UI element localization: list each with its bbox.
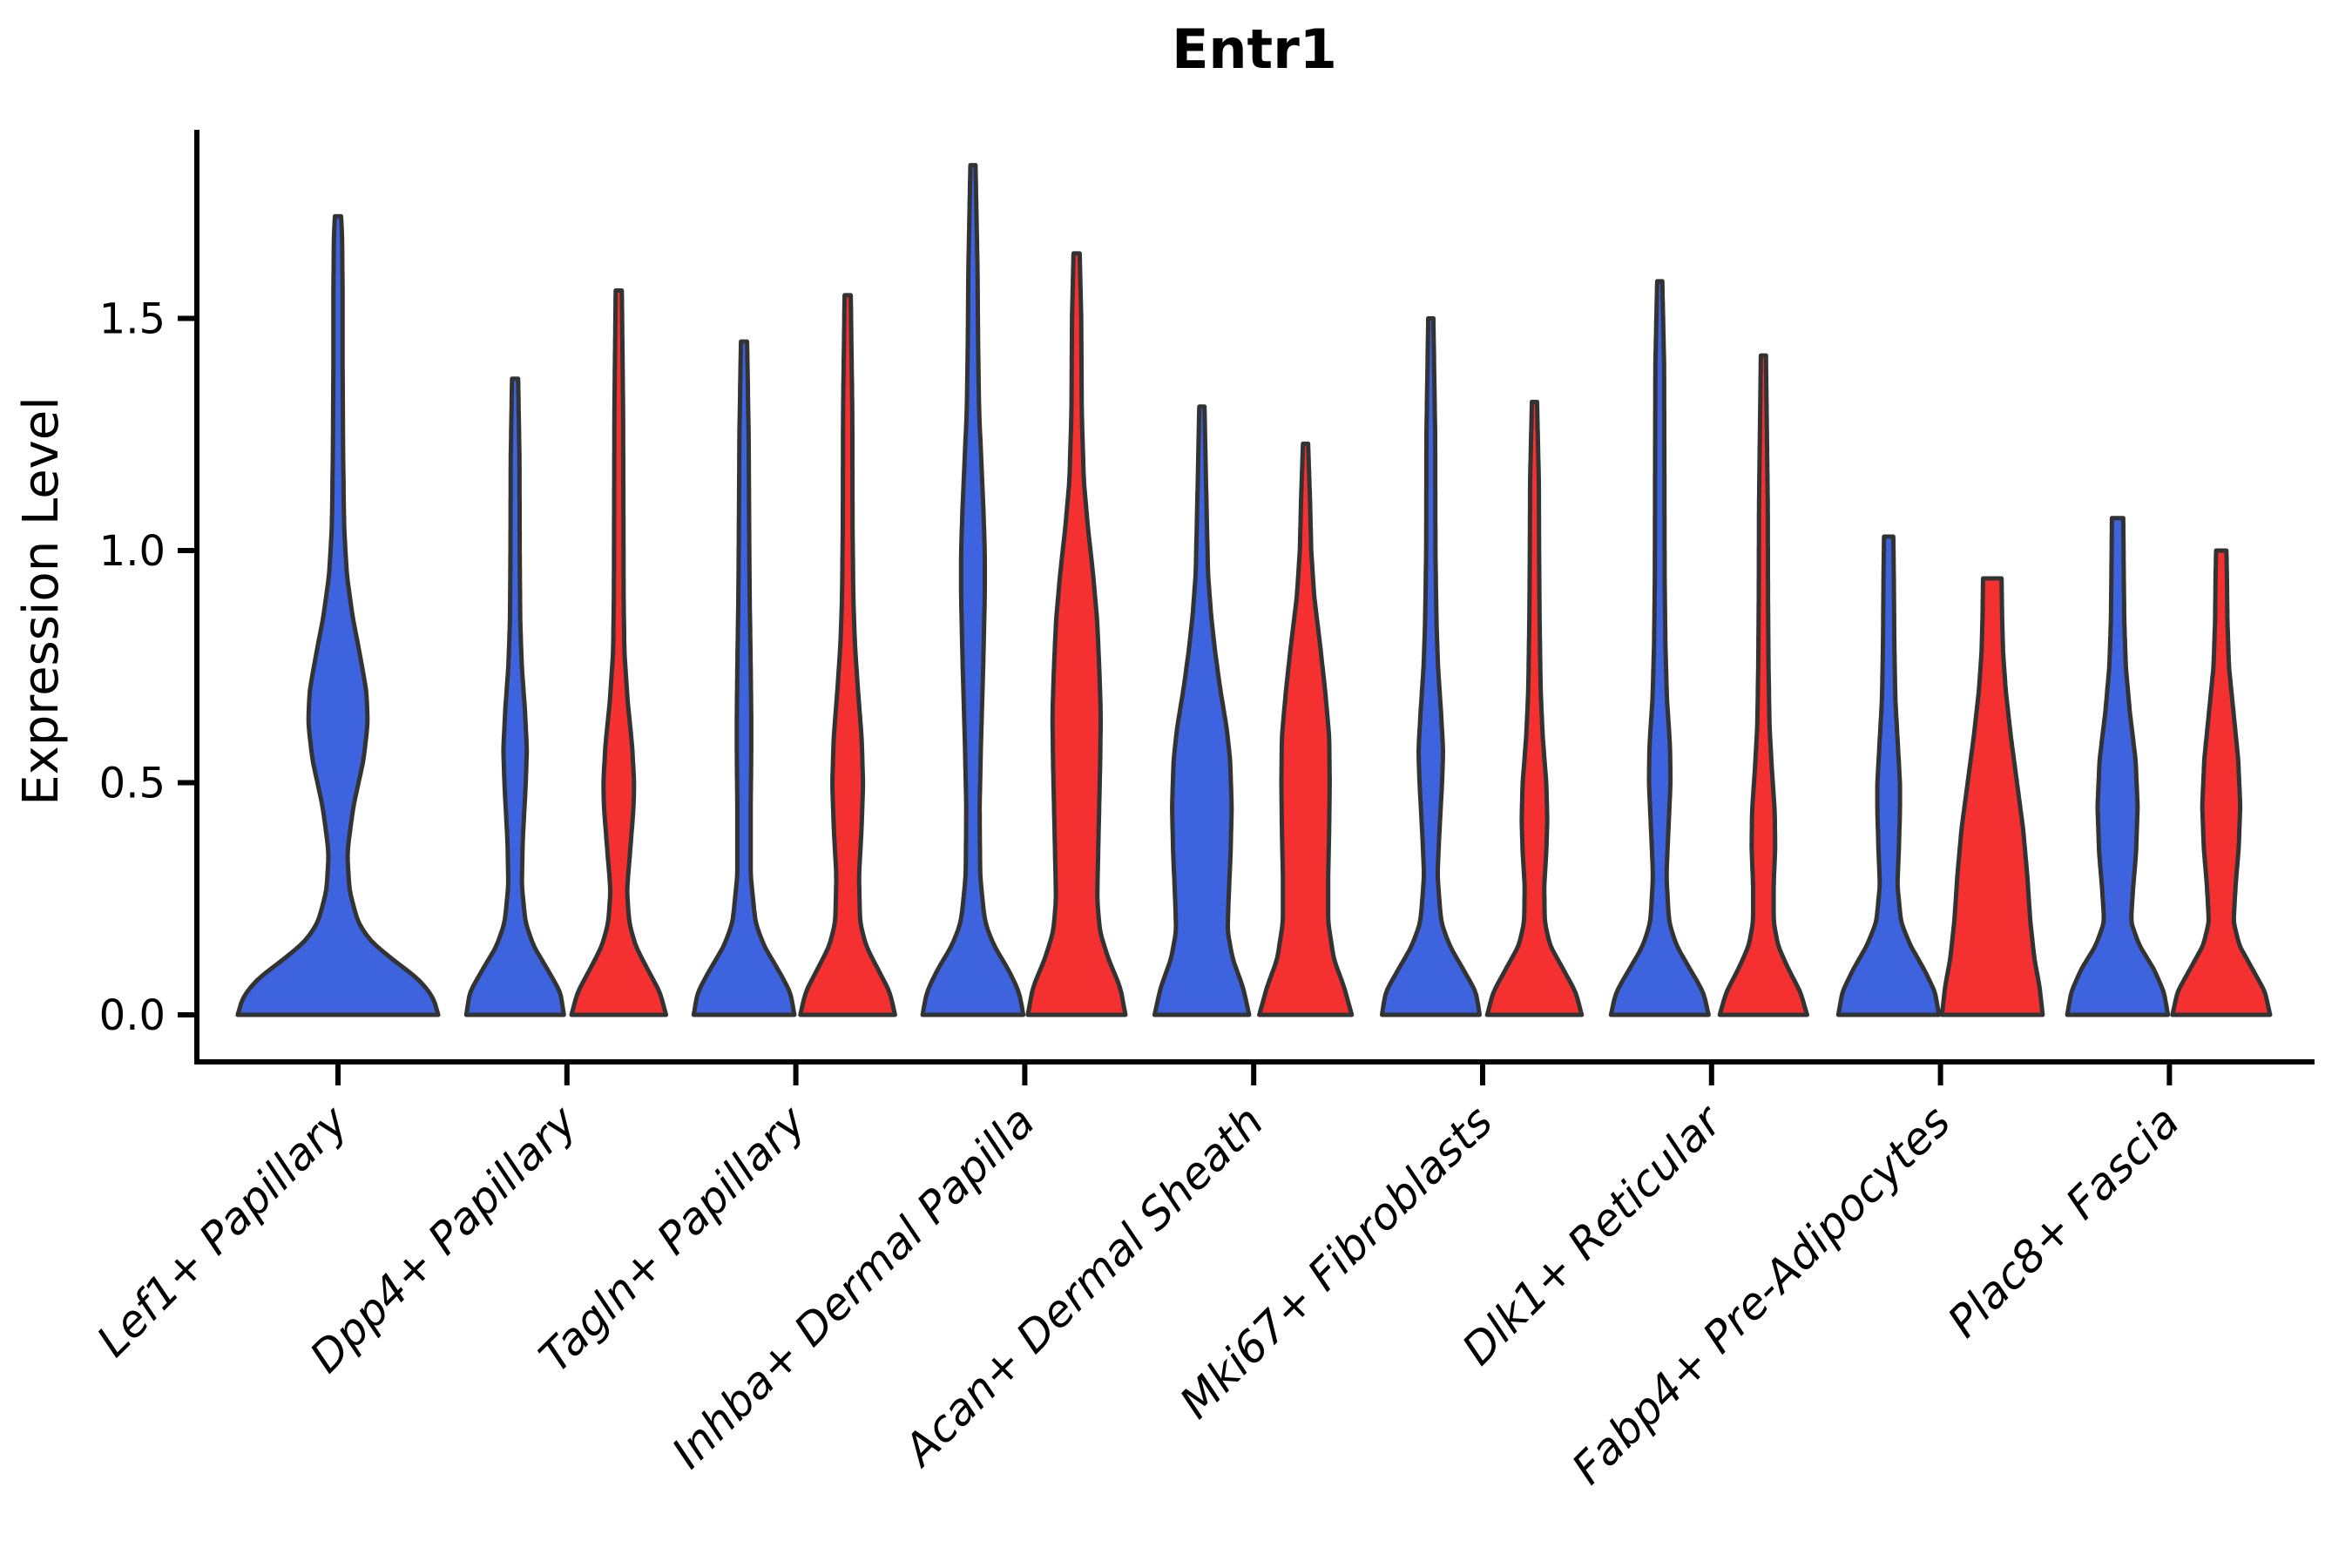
violin-mki67-fibroblasts-blue: [1380, 316, 1482, 1017]
y-axis-label: Expression Level: [13, 396, 70, 806]
y-tick-label-1.0: 1.0: [99, 527, 166, 576]
violin-dlk1-reticular-red: [1717, 353, 1809, 1017]
x-tick-label-acan-dermal-sheath: Acan+ Dermal Sheath: [893, 1096, 1274, 1477]
violin-dpp4-papillary-red: [569, 288, 669, 1017]
violins-layer: [235, 163, 2273, 1017]
violin-fabp4-pre-adipocytes-blue: [1835, 534, 1942, 1017]
x-tick-label-plac8-fascia: Plac8+ Fascia: [1938, 1096, 2189, 1347]
y-tick-label-0.5: 0.5: [99, 760, 166, 808]
violin-mki67-fibroblasts-red: [1484, 399, 1585, 1017]
violin-acan-dermal-sheath-red: [1257, 441, 1355, 1017]
x-tick-label-fabp4-pre-adipocytes: Fabp4+ Pre-Adipocytes: [1563, 1096, 1961, 1494]
violin-fabp4-pre-adipocytes-red: [1939, 576, 2045, 1017]
x-tick-label-lef1-papillary: Lef1+ Papillary: [87, 1095, 358, 1366]
y-tick-label-0.0: 0.0: [99, 991, 166, 1040]
x-tick-label-inhba-dermal-papilla: Inhba+ Dermal Papilla: [662, 1096, 1044, 1477]
violin-inhba-dermal-papilla-blue: [920, 163, 1026, 1017]
violin-lef1-papillary-blue: [235, 213, 441, 1017]
violin-tagln-papillary-blue: [691, 339, 797, 1017]
violin-plac8-fascia-blue: [2065, 516, 2171, 1017]
violin-acan-dermal-sheath-blue: [1152, 404, 1252, 1017]
violin-dlk1-reticular-blue: [1608, 279, 1711, 1017]
violin-tagln-papillary-red: [798, 293, 897, 1017]
y-tick-label-1.5: 1.5: [99, 295, 166, 344]
violin-inhba-dermal-papilla-red: [1025, 251, 1128, 1017]
violin-plac8-fascia-red: [2170, 548, 2273, 1017]
violin-dpp4-papillary-blue: [463, 376, 566, 1017]
axes-layer: [178, 130, 2315, 1085]
chart-title: Entr1: [1172, 17, 1337, 81]
